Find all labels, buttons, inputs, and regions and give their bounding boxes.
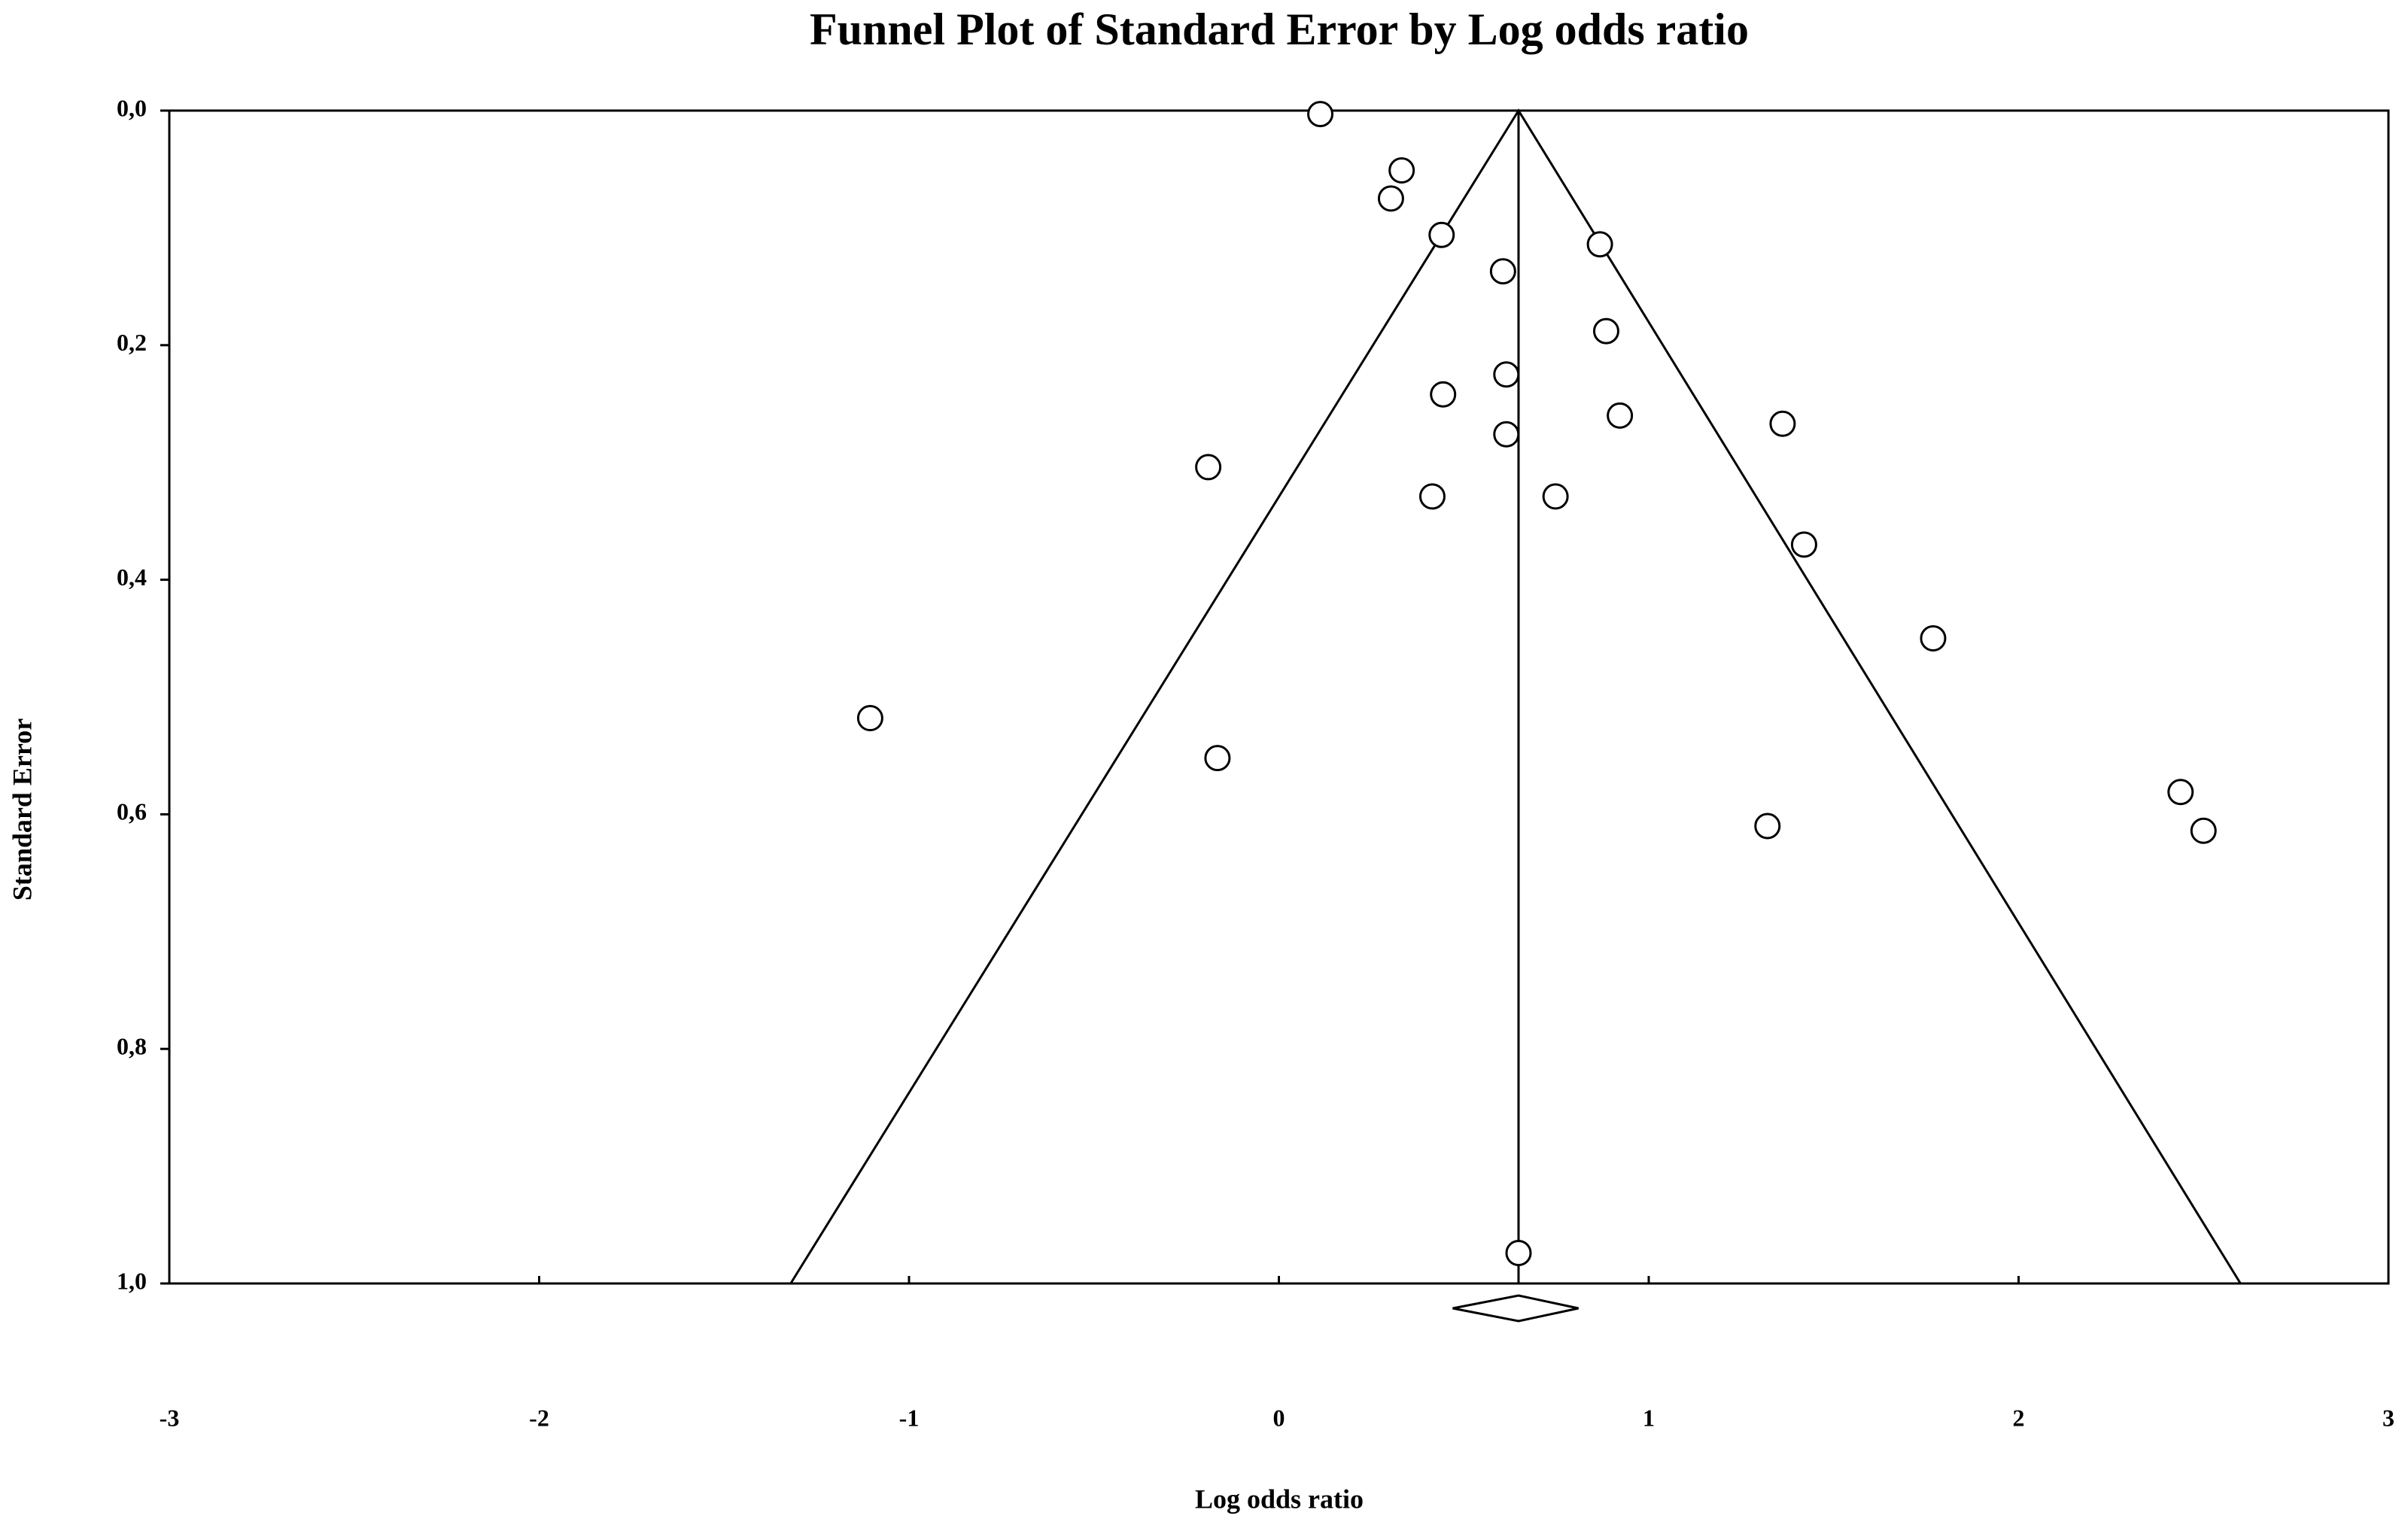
study-point bbox=[1307, 101, 1334, 128]
study-point bbox=[2190, 817, 2217, 844]
study-point bbox=[1489, 258, 1516, 285]
study-point bbox=[1388, 157, 1415, 184]
x-tick-label: -3 bbox=[160, 1404, 180, 1431]
study-point bbox=[1493, 421, 1520, 448]
y-tick-label: 0,4 bbox=[117, 563, 147, 591]
y-tick-label: 0,6 bbox=[117, 798, 147, 825]
y-axis-label: Standard Error bbox=[7, 718, 37, 901]
study-point bbox=[1920, 625, 1947, 652]
study-point bbox=[1754, 813, 1781, 840]
summary-diamond bbox=[1452, 1294, 1579, 1323]
plot-frame bbox=[168, 109, 2390, 1285]
study-point bbox=[1493, 361, 1520, 388]
y-tick-label: 0,0 bbox=[117, 94, 147, 121]
y-tick-label: 1,0 bbox=[117, 1267, 147, 1294]
x-tick-label: 1 bbox=[1643, 1404, 1655, 1431]
study-point bbox=[1790, 531, 1817, 558]
x-tick-label: -2 bbox=[529, 1404, 549, 1431]
x-axis-label: Log odds ratio bbox=[1195, 1484, 1364, 1514]
study-point bbox=[1607, 402, 1634, 429]
x-tick-label: 3 bbox=[2382, 1404, 2394, 1431]
chart-title: Funnel Plot of Standard Error by Log odd… bbox=[810, 5, 1749, 54]
x-tick-label: 2 bbox=[2013, 1404, 2025, 1431]
study-point bbox=[1195, 454, 1222, 481]
study-point bbox=[1769, 410, 1796, 437]
study-point bbox=[1586, 231, 1613, 258]
funnel-line bbox=[789, 108, 2242, 1284]
x-tick-label: 0 bbox=[1273, 1404, 1285, 1431]
study-point bbox=[1428, 221, 1455, 248]
study-point bbox=[1505, 1239, 1532, 1266]
study-point bbox=[1377, 185, 1404, 212]
y-tick-label: 0,2 bbox=[117, 329, 147, 356]
study-point bbox=[1418, 483, 1446, 510]
study-point bbox=[1592, 317, 1619, 345]
study-point bbox=[1542, 483, 1569, 510]
study-point bbox=[2167, 779, 2194, 806]
y-tick-label: 0,8 bbox=[117, 1033, 147, 1060]
study-point bbox=[1204, 745, 1231, 772]
study-point bbox=[1430, 381, 1457, 408]
x-tick-label: -1 bbox=[899, 1404, 920, 1431]
study-point bbox=[856, 705, 883, 732]
